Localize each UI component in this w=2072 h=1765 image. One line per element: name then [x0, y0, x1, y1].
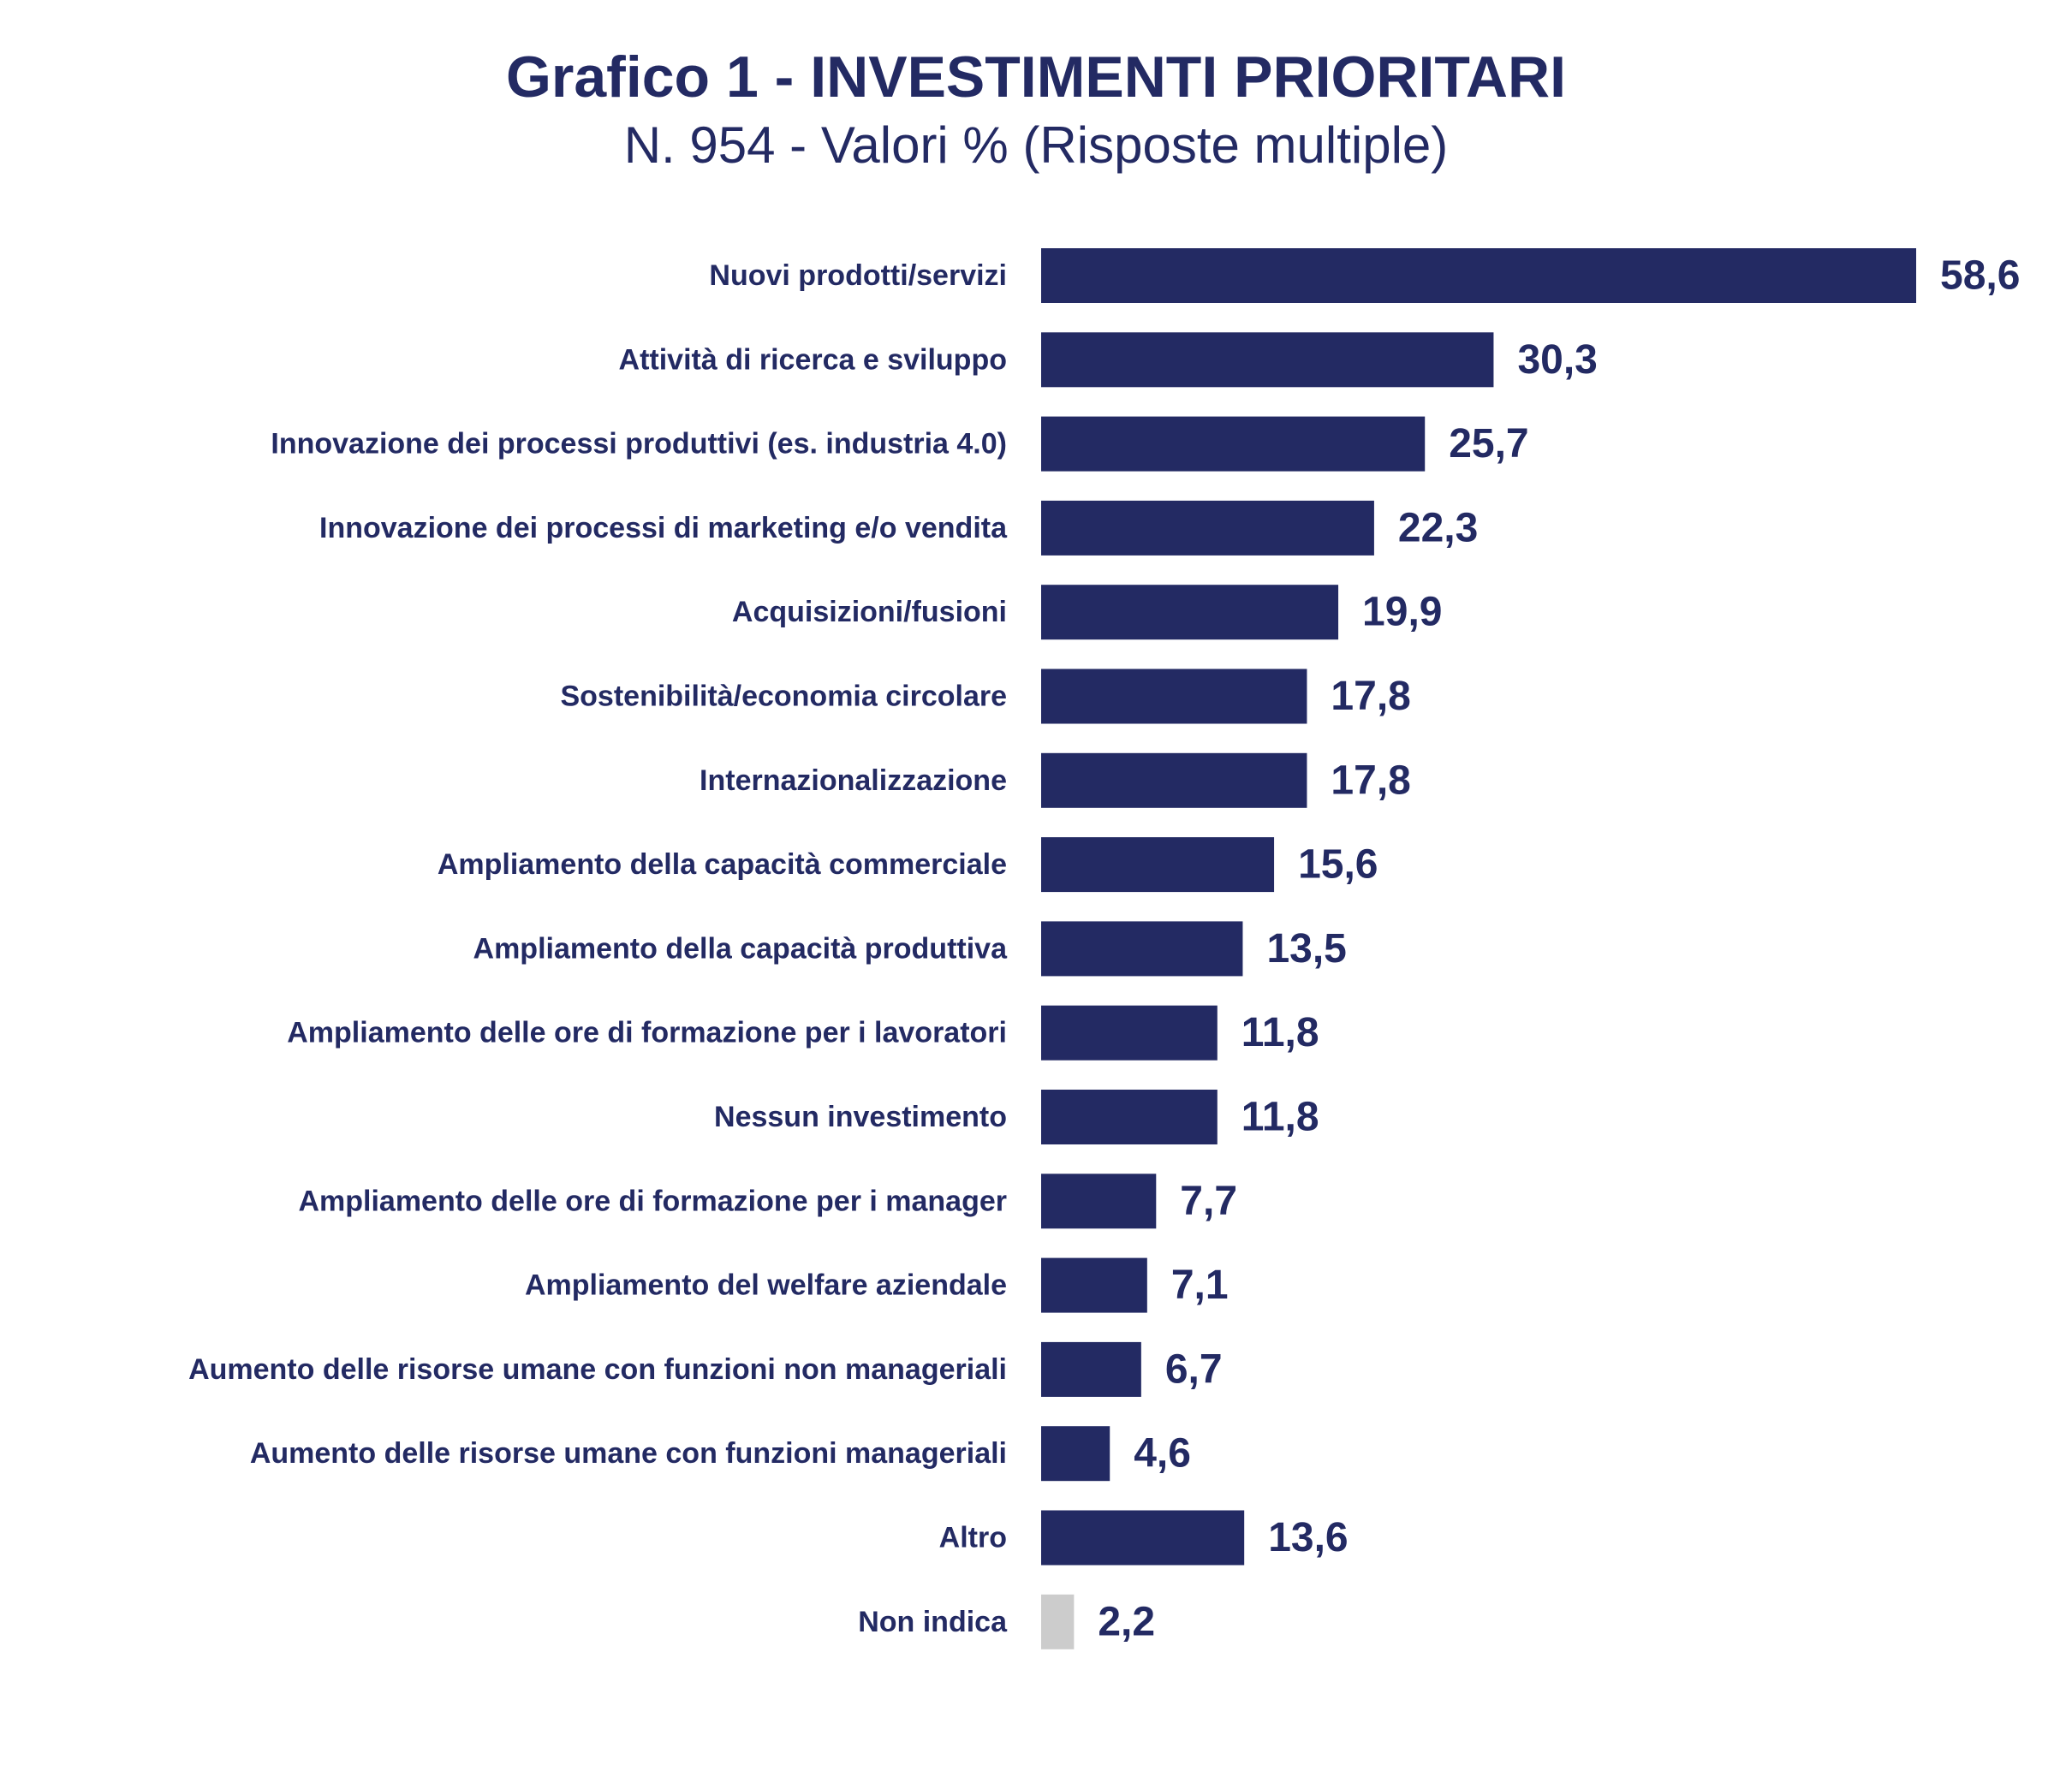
bar — [1041, 332, 1494, 388]
value-label: 11,8 — [1241, 1010, 1319, 1055]
category-label: Altro — [939, 1522, 1007, 1554]
category-label: Aumento delle risorse umane con funzioni… — [250, 1437, 1007, 1470]
category-label: Ampliamento della capacità commerciale — [438, 848, 1007, 881]
bar — [1041, 1426, 1110, 1482]
bar-row: Ampliamento della capacità commerciale 15… — [438, 837, 1378, 893]
category-label: Nuovi prodotti/servizi — [709, 259, 1007, 292]
bar — [1041, 500, 1374, 556]
bar-row: Ampliamento del welfare aziendale 7,1 — [525, 1257, 1229, 1313]
bar — [1041, 1090, 1218, 1144]
value-label: 15,6 — [1298, 842, 1378, 888]
bar — [1041, 669, 1307, 724]
bar — [1041, 1257, 1147, 1313]
chart-title: Grafico 1 - INVESTIMENTI PRIORITARI — [506, 45, 1566, 110]
value-label: 2,2 — [1098, 1599, 1155, 1644]
bar-row: Attività di ricerca e sviluppo 30,3 — [619, 332, 1598, 388]
value-label: 25,7 — [1449, 421, 1528, 467]
category-label: Internazionalizzazione — [700, 764, 1007, 797]
value-label: 22,3 — [1398, 505, 1478, 550]
category-label: Acquisizioni/fusioni — [732, 596, 1007, 628]
value-label: 58,6 — [1940, 253, 2020, 299]
bar-row: Innovazione dei processi di marketing e/… — [319, 500, 1478, 556]
value-label: 4,6 — [1134, 1431, 1191, 1477]
value-label: 17,8 — [1331, 758, 1410, 803]
bar — [1041, 752, 1307, 808]
chart-header: Grafico 1 - INVESTIMENTI PRIORITARI N. 9… — [0, 43, 2072, 180]
value-label: 13,6 — [1268, 1515, 1348, 1560]
bar — [1041, 416, 1426, 472]
value-label: 7,1 — [1171, 1263, 1229, 1308]
category-label: Sostenibilità/economia circolare — [560, 680, 1007, 713]
bar-row: Ampliamento della capacità produttiva 13,… — [473, 921, 1347, 977]
value-label: 6,7 — [1165, 1346, 1223, 1392]
category-label: Innovazione dei processi di marketing e/… — [319, 512, 1008, 544]
bar — [1041, 1594, 1075, 1649]
category-label: Ampliamento delle ore di formazione per … — [287, 1017, 1007, 1049]
bar — [1041, 585, 1339, 640]
bar — [1041, 1174, 1157, 1229]
bar-row: Nessun investimento 11,8 — [714, 1090, 1319, 1144]
bar — [1041, 248, 1916, 303]
bar-row: Aumento delle risorse umane con funzioni… — [188, 1341, 1223, 1397]
category-label: Nessun investimento — [714, 1101, 1007, 1133]
bar-row: Ampliamento delle ore di formazione per … — [287, 1005, 1319, 1061]
bar — [1041, 1341, 1141, 1397]
category-label: Ampliamento della capacità produttiva — [473, 932, 1009, 965]
bar — [1041, 1005, 1218, 1061]
bar — [1041, 1510, 1245, 1566]
value-label: 13,5 — [1266, 926, 1346, 972]
category-label: Aumento delle risorse umane con funzioni… — [188, 1353, 1007, 1386]
bar-row: Nuovi prodotti/servizi 58,6 — [709, 248, 2020, 303]
chart-subtitle: N. 954 - Valori % (Risposte multiple) — [623, 116, 1449, 174]
category-label: Innovazione dei processi produttivi (es.… — [271, 428, 1007, 461]
bar — [1041, 837, 1275, 893]
category-label: Non indica — [858, 1606, 1008, 1638]
value-label: 11,8 — [1241, 1095, 1319, 1140]
value-label: 17,8 — [1331, 674, 1410, 719]
value-label: 19,9 — [1362, 590, 1442, 635]
category-label: Ampliamento del welfare aziendale — [525, 1269, 1007, 1302]
bar-row: Ampliamento delle ore di formazione per … — [298, 1174, 1237, 1229]
bar-row: Acquisizioni/fusioni 19,9 — [732, 585, 1442, 640]
category-label: Attività di ricerca e sviluppo — [619, 343, 1007, 376]
value-label: 7,7 — [1180, 1179, 1237, 1224]
bar-row: Non indica 2,2 — [858, 1594, 1155, 1649]
bar-row: Altro 13,6 — [939, 1510, 1349, 1566]
bar-row: Innovazione dei processi produttivi (es.… — [271, 416, 1529, 472]
bar-row: Internazionalizzazione 17,8 — [700, 752, 1411, 808]
bar — [1041, 921, 1243, 977]
bar-row: Sostenibilità/economia circolare 17,8 — [560, 669, 1411, 724]
category-label: Ampliamento delle ore di formazione per … — [298, 1185, 1007, 1217]
bar-row: Aumento delle risorse umane con funzioni… — [250, 1426, 1191, 1482]
value-label: 30,3 — [1517, 337, 1597, 383]
